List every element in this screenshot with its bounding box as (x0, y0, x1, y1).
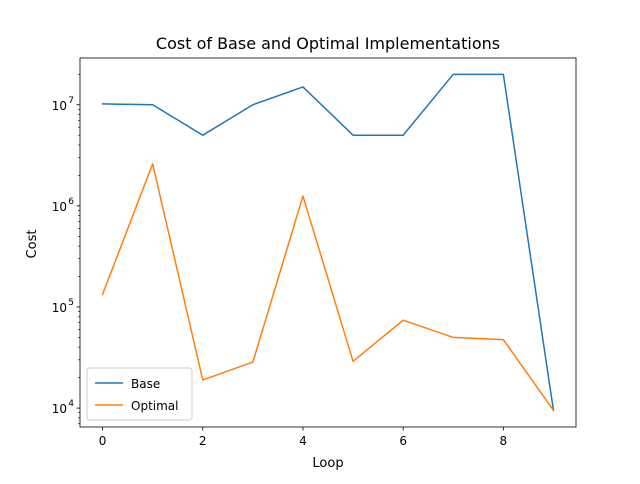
y-tick-label: 10 (52, 200, 67, 214)
y-tick-label: 10 (52, 402, 67, 416)
axes-frame (79, 57, 577, 428)
y-axis-label: Cost (25, 230, 40, 259)
series-line-base (101, 73, 555, 412)
y-tick-label-exponent: 6 (68, 197, 74, 207)
legend-label-optimal: Optimal (131, 399, 178, 413)
y-tick-label: 10 (52, 301, 67, 315)
chart-title: Cost of Base and Optimal Implementations (156, 34, 500, 53)
legend-label-base: Base (131, 377, 160, 391)
series-line-optimal (101, 163, 555, 412)
x-axis-label: Loop (312, 456, 343, 471)
x-axis-ticks: 0 2 4 6 8 (99, 427, 507, 448)
legend: Base Optimal (86, 367, 193, 421)
x-tick-label: 6 (399, 434, 407, 448)
y-tick-label-exponent: 4 (68, 399, 74, 409)
x-tick-label: 4 (299, 434, 307, 448)
x-tick-label: 2 (199, 434, 207, 448)
y-tick-label-exponent: 5 (68, 298, 74, 308)
y-tick-label: 10 (52, 99, 67, 113)
series-lines (101, 73, 555, 412)
legend-frame (86, 367, 193, 421)
x-tick-label: 8 (500, 434, 508, 448)
y-tick-label-exponent: 7 (68, 96, 74, 106)
x-tick-label: 0 (99, 434, 107, 448)
